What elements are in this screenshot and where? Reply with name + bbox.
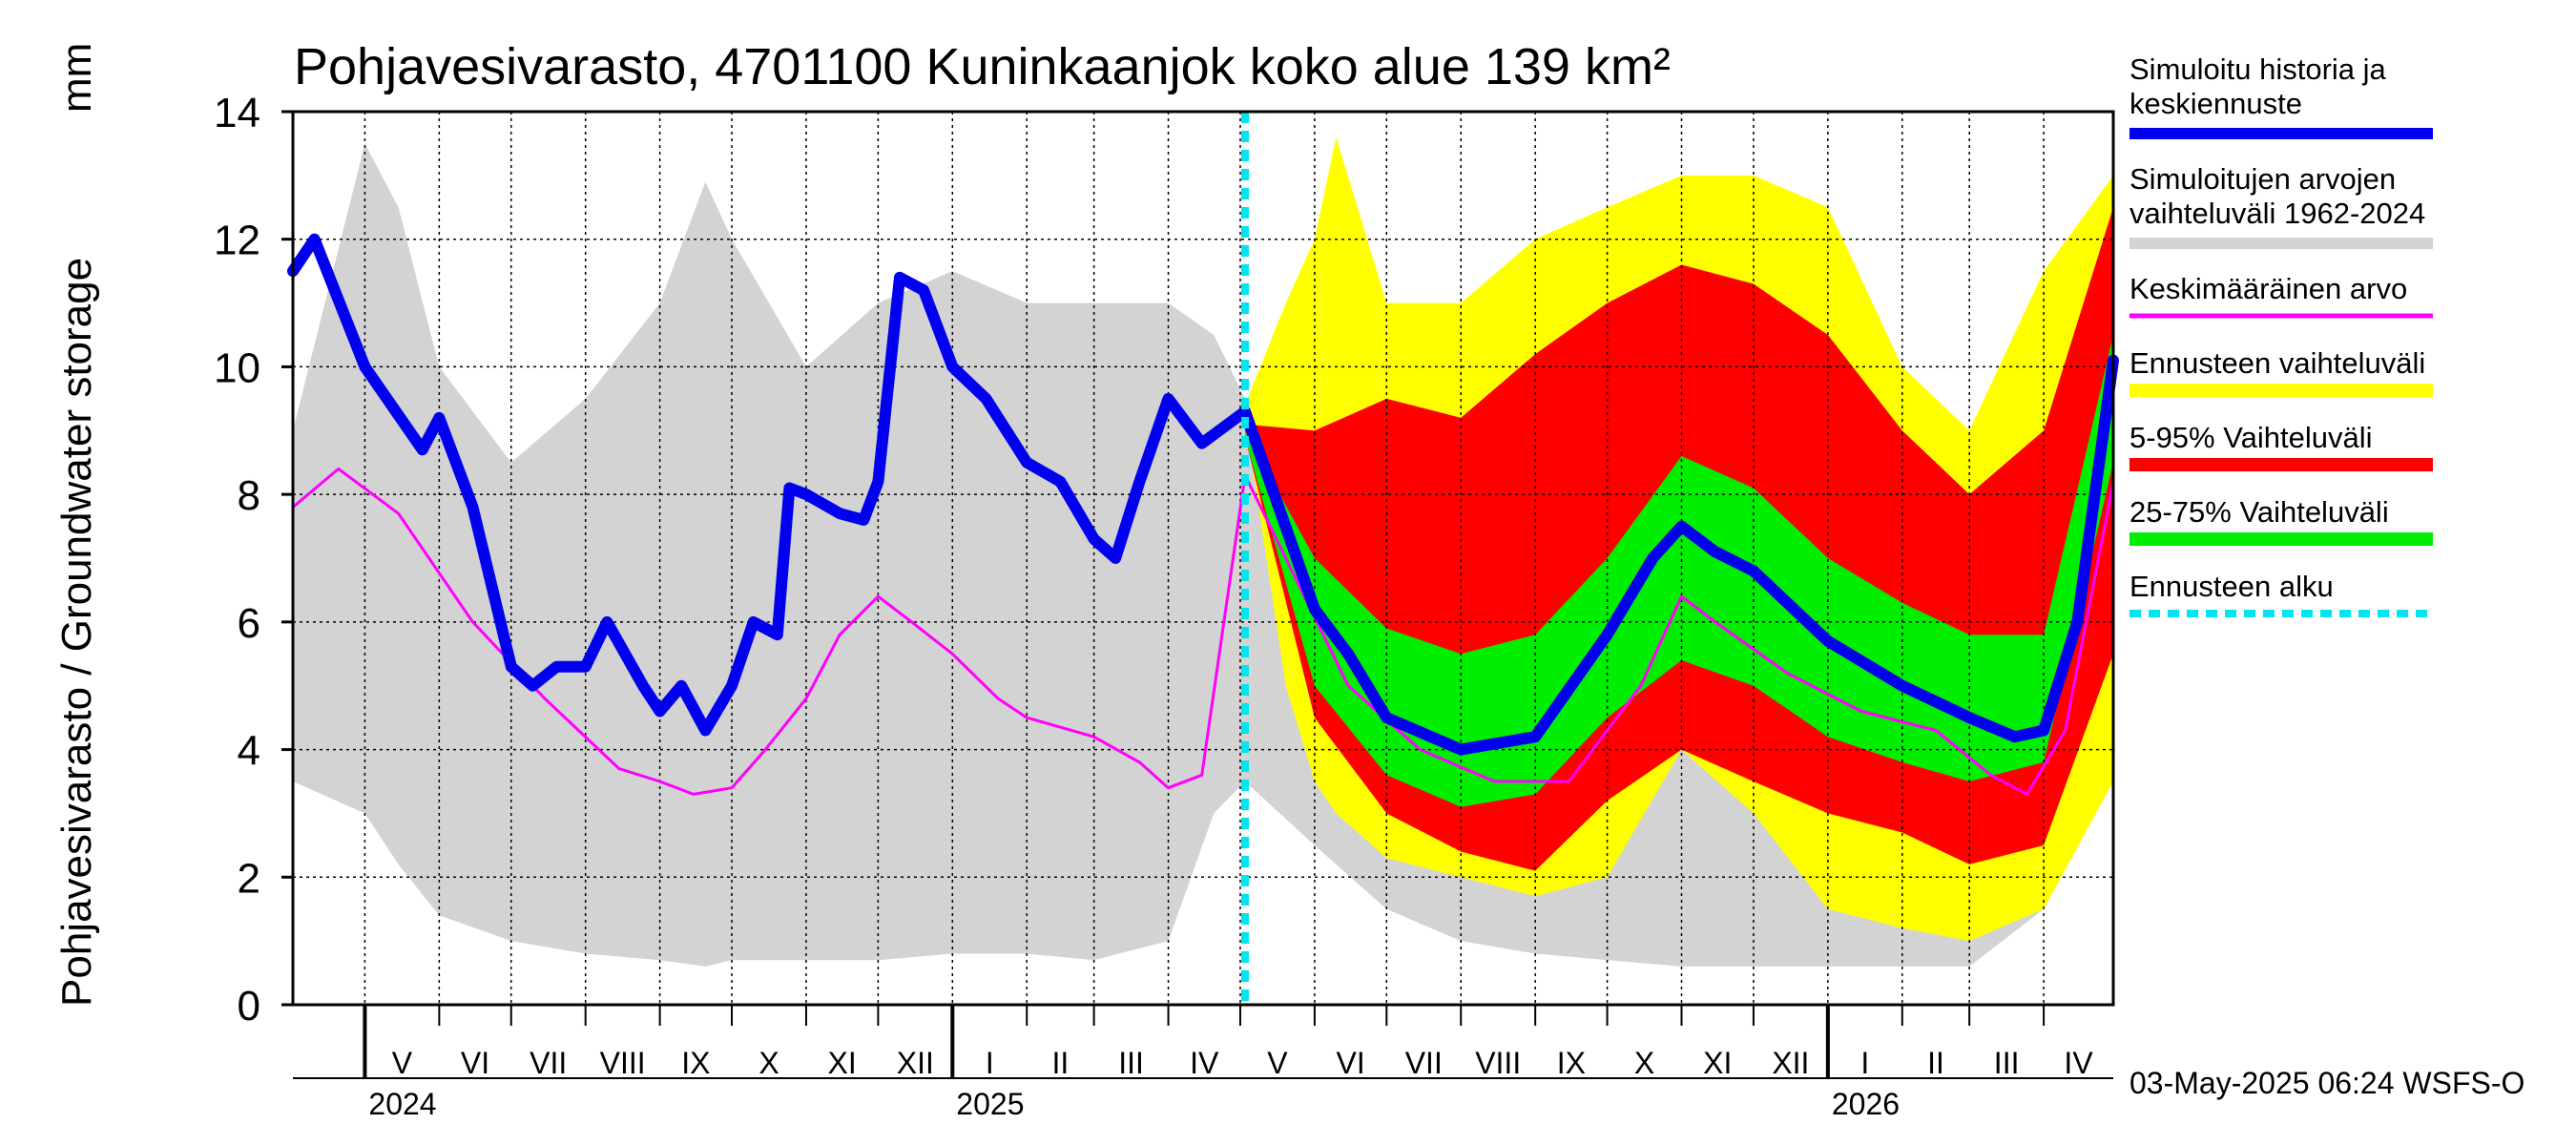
series-line-1 [287,233,2119,756]
y-tick-label-8: 8 [238,472,260,519]
month-label-6: XI [828,1046,857,1080]
legend-label-4: 5-95% Vaihteluväli [2129,421,2372,454]
y-tick-label-2: 2 [238,855,260,902]
month-label-22: III [1994,1046,2020,1080]
month-label-17: X [1634,1046,1654,1080]
chart-title: Pohjavesivarasto, 4701100 Kuninkaanjok k… [294,38,1671,95]
legend-label-0: Simuloitu historia ja [2129,52,2387,86]
y-axis-label: Pohjavesivarasto / Groundwater storage [53,258,100,1007]
month-label-11: IV [1190,1046,1219,1080]
y-axis-ticks: 0 2 4 6 8 10 12 14 [214,90,293,1030]
plot-border [291,110,2115,1007]
month-label-7: XII [897,1046,934,1080]
month-label-9: II [1052,1046,1070,1080]
month-label-10: III [1118,1046,1144,1080]
month-label-23: IV [2064,1046,2093,1080]
month-label-18: XI [1703,1046,1732,1080]
legend-label-2: Keskimääräinen arvo [2129,272,2407,305]
month-label-4: IX [681,1046,710,1080]
legend-label-3: Ennusteen vaihteluväli [2129,346,2425,380]
y-tick-label-4: 4 [238,728,260,775]
month-label-13: VI [1336,1046,1364,1080]
range-bands [293,136,2113,967]
month-label-21: II [1927,1046,1944,1080]
series-line-0 [291,467,2115,796]
series-lines [287,112,2119,1005]
timestamp-footer: 03-May-2025 06:24 WSFS-O [2129,1066,2524,1100]
month-label-19: XII [1772,1046,1809,1080]
month-label-0: V [392,1046,413,1080]
legend-label-0: keskiennuste [2129,87,2302,120]
legend-label-1: vaihteluväli 1962-2024 [2129,197,2425,230]
month-label-12: V [1267,1046,1288,1080]
month-label-8: I [986,1046,994,1080]
y-tick-label-12: 12 [214,218,260,264]
year-label-0: 2024 [368,1087,436,1121]
legend-label-5: 25-75% Vaihteluväli [2129,495,2389,529]
x-axis: V VI VII VIII IX X XI XII I II III IV V VI VII VIII IX X X… [293,1005,2113,1121]
legend-label-6: Ennusteen alku [2129,570,2334,603]
year-label-2: 2026 [1832,1087,1900,1121]
year-label-1: 2025 [956,1087,1024,1121]
month-label-3: VIII [600,1046,646,1080]
grid-lines [293,112,2113,1005]
plot-frame [291,110,2115,1007]
y-axis-unit: mm [53,43,100,113]
y-tick-label-0: 0 [238,983,260,1030]
month-label-14: VII [1405,1046,1443,1080]
y-tick-label-6: 6 [238,600,260,647]
month-label-20: I [1860,1046,1869,1080]
y-tick-label-10: 10 [214,344,260,391]
legend-label-1: Simuloitujen arvojen [2129,162,2396,196]
month-label-1: VI [461,1046,489,1080]
month-label-15: VIII [1475,1046,1521,1080]
y-tick-label-14: 14 [214,90,260,136]
band-3 [1245,335,2113,807]
month-label-5: X [758,1046,779,1080]
month-label-16: IX [1557,1046,1586,1080]
month-label-2: VII [530,1046,567,1080]
